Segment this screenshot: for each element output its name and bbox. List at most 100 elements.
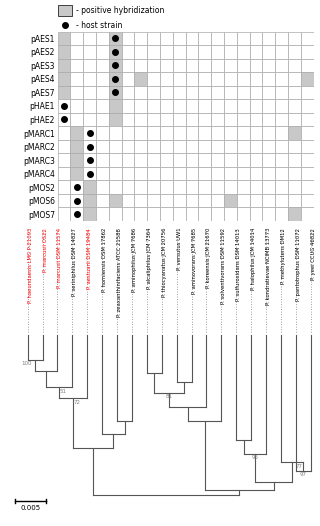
Bar: [96, 167, 109, 180]
Bar: [83, 32, 96, 45]
Bar: [147, 194, 160, 207]
Text: 81: 81: [166, 394, 173, 399]
Bar: [147, 99, 160, 113]
Text: P. koreensis JCM 21670: P. koreensis JCM 21670: [206, 228, 212, 288]
Bar: [109, 45, 122, 58]
Bar: [58, 153, 70, 167]
Bar: [198, 45, 211, 58]
Bar: [160, 167, 173, 180]
Bar: [211, 167, 224, 180]
Bar: [70, 99, 83, 113]
Bar: [288, 140, 301, 153]
Bar: [109, 72, 122, 86]
Bar: [237, 140, 250, 153]
Bar: [109, 113, 122, 126]
Bar: [237, 180, 250, 194]
Bar: [134, 32, 147, 45]
Bar: [262, 126, 275, 140]
Bar: [250, 140, 262, 153]
Bar: [237, 153, 250, 167]
Bar: [288, 180, 301, 194]
Bar: [147, 167, 160, 180]
Bar: [109, 58, 122, 72]
Bar: [173, 45, 186, 58]
Bar: [147, 58, 160, 72]
Text: P. sulfuroxidans DSM 14013: P. sulfuroxidans DSM 14013: [236, 228, 241, 300]
Bar: [237, 207, 250, 221]
Bar: [147, 86, 160, 99]
Bar: [250, 99, 262, 113]
Bar: [109, 167, 122, 180]
Bar: [173, 140, 186, 153]
Text: P. marcusii OS22: P. marcusii OS22: [43, 228, 48, 272]
Bar: [122, 140, 134, 153]
Bar: [147, 180, 160, 194]
Bar: [211, 207, 224, 221]
Bar: [275, 72, 288, 86]
Bar: [275, 167, 288, 180]
Text: P. versutus UW1: P. versutus UW1: [177, 228, 182, 270]
Bar: [83, 207, 96, 221]
Bar: [224, 180, 237, 194]
Bar: [122, 32, 134, 45]
Bar: [122, 207, 134, 221]
Bar: [198, 99, 211, 113]
Bar: [211, 180, 224, 194]
Bar: [186, 194, 198, 207]
Bar: [288, 86, 301, 99]
Bar: [134, 113, 147, 126]
Bar: [198, 153, 211, 167]
Bar: [70, 194, 83, 207]
Bar: [224, 126, 237, 140]
Bar: [186, 113, 198, 126]
Bar: [237, 167, 250, 180]
Bar: [160, 194, 173, 207]
Text: P. marcusii DSM 11574: P. marcusii DSM 11574: [58, 228, 62, 288]
Bar: [288, 99, 301, 113]
Bar: [262, 113, 275, 126]
Text: 0.005: 0.005: [21, 505, 41, 511]
Bar: [262, 45, 275, 58]
Bar: [224, 194, 237, 207]
Bar: [262, 167, 275, 180]
Bar: [237, 113, 250, 126]
Bar: [109, 194, 122, 207]
Bar: [160, 113, 173, 126]
Bar: [301, 194, 314, 207]
Bar: [70, 180, 83, 194]
Bar: [58, 194, 70, 207]
Bar: [173, 167, 186, 180]
Bar: [186, 167, 198, 180]
Text: P. pantotrophus DSM 11072: P. pantotrophus DSM 11072: [296, 228, 301, 301]
Bar: [262, 72, 275, 86]
Bar: [250, 167, 262, 180]
Bar: [122, 45, 134, 58]
Bar: [275, 180, 288, 194]
Text: 97: 97: [300, 472, 307, 477]
Bar: [237, 126, 250, 140]
Bar: [173, 126, 186, 140]
Bar: [262, 140, 275, 153]
Bar: [224, 86, 237, 99]
Text: P. zeaxanthinifaciens ATCC 21588: P. zeaxanthinifaciens ATCC 21588: [117, 228, 122, 317]
Text: P. aminovorans JCM 7685: P. aminovorans JCM 7685: [192, 228, 196, 294]
Bar: [301, 113, 314, 126]
Bar: [96, 45, 109, 58]
Bar: [58, 113, 70, 126]
Bar: [186, 153, 198, 167]
Bar: [211, 32, 224, 45]
Bar: [288, 113, 301, 126]
Bar: [288, 58, 301, 72]
Bar: [250, 207, 262, 221]
Bar: [83, 99, 96, 113]
Bar: [301, 140, 314, 153]
Bar: [173, 153, 186, 167]
Bar: [160, 126, 173, 140]
Bar: [109, 180, 122, 194]
Bar: [58, 207, 70, 221]
Bar: [147, 32, 160, 45]
Bar: [70, 58, 83, 72]
Bar: [250, 58, 262, 72]
Bar: [147, 72, 160, 86]
Text: 95: 95: [252, 456, 258, 460]
